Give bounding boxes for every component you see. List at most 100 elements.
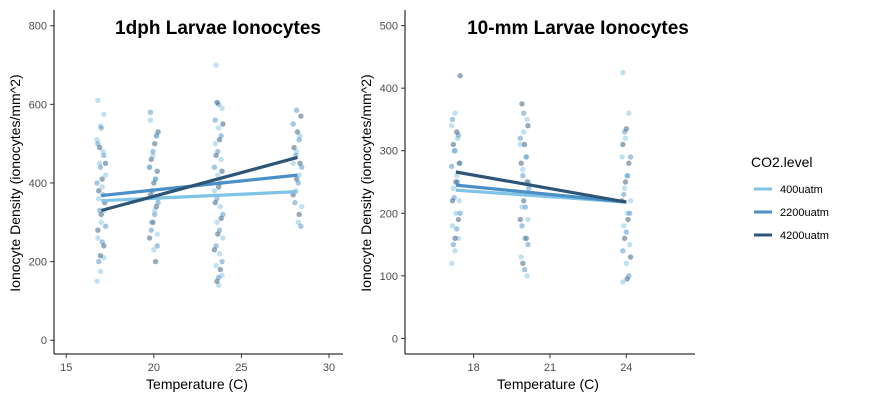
data-point: [299, 203, 305, 210]
legend-label: 400uatm: [780, 184, 823, 196]
data-point: [518, 254, 524, 260]
data-point: [520, 173, 526, 179]
fit-lines: [100, 155, 298, 213]
data-point: [213, 152, 219, 159]
y-tick-label: 600: [29, 99, 47, 111]
chart-title: 1dph Larvae Ionocytes: [115, 18, 321, 39]
fit-line-2200uatm: [455, 183, 627, 204]
x-tick-label: 24: [620, 362, 632, 374]
data-point: [101, 243, 107, 249]
data-point: [98, 125, 104, 131]
data-point: [525, 241, 531, 248]
data-point: [624, 173, 630, 179]
data-point: [521, 110, 527, 116]
data-point: [622, 179, 629, 185]
data-point: [216, 137, 223, 143]
y-ticks: 0 100 200 300 400 500: [380, 21, 405, 345]
data-point: [219, 105, 225, 111]
data-point: [627, 254, 634, 260]
data-point: [298, 113, 304, 119]
data-point: [148, 227, 154, 233]
data-point: [154, 231, 160, 237]
y-tick-label: 200: [29, 257, 47, 269]
legend-item-4200uatm: 4200uatm: [754, 230, 829, 242]
data-point: [146, 164, 153, 170]
data-point: [147, 117, 154, 123]
data-point: [452, 235, 458, 241]
y-tick-label: 0: [41, 335, 47, 347]
data-point: [213, 262, 219, 269]
data-point: [626, 110, 632, 116]
data-point: [454, 129, 460, 135]
data-point: [621, 191, 627, 198]
data-point: [525, 123, 531, 129]
data-point: [520, 166, 526, 173]
data-point: [452, 148, 458, 154]
fit-line-4200uatm: [100, 155, 298, 213]
data-point: [219, 258, 225, 265]
data-point: [627, 198, 634, 204]
data-point: [153, 203, 160, 210]
data-point: [97, 253, 104, 259]
data-point: [524, 116, 530, 123]
y-tick-label: 500: [380, 21, 398, 33]
data-point: [215, 172, 221, 178]
data-point: [623, 260, 630, 267]
y-tick-label: 100: [380, 271, 398, 283]
data-point: [456, 198, 462, 204]
y-tick-label: 800: [29, 21, 47, 33]
y-tick-label: 400: [29, 178, 47, 190]
y-tick-label: 300: [380, 146, 398, 158]
data-point: [96, 258, 102, 265]
x-axis-label: Temperature (C): [146, 376, 248, 392]
data-point: [521, 198, 527, 204]
data-point: [146, 235, 153, 241]
data-point: [457, 210, 463, 216]
data-point: [621, 235, 628, 241]
data-point: [95, 227, 101, 233]
data-point: [213, 62, 219, 68]
data-point: [523, 235, 529, 241]
data-point: [454, 173, 460, 179]
data-point: [519, 223, 525, 229]
data-point: [452, 248, 458, 254]
data-point: [454, 226, 460, 232]
data-point: [97, 164, 104, 170]
data-point: [102, 172, 109, 178]
data-point: [220, 235, 226, 241]
y-axis-label: Ionocyte Density (ionocytes/mm^2): [358, 74, 374, 291]
data-point: [449, 116, 456, 123]
data-point: [624, 276, 630, 282]
x-ticks: 18 21 24: [468, 354, 632, 374]
data-point: [457, 72, 463, 79]
data-point: [217, 203, 224, 210]
data-point: [96, 144, 103, 151]
data-point: [450, 241, 457, 248]
data-point: [522, 204, 529, 210]
data-point: [218, 156, 224, 163]
data-point: [220, 121, 226, 127]
axes: [53, 10, 343, 355]
data-point: [623, 229, 630, 235]
x-tick-label: 21: [544, 362, 556, 374]
data-point: [211, 247, 218, 253]
legend: CO2.level 400uatm 2200uatm 4200uatm: [751, 154, 829, 242]
data-point: [298, 223, 304, 229]
data-point: [216, 251, 223, 257]
data-point: [102, 160, 109, 167]
data-point: [101, 111, 107, 117]
data-point: [148, 156, 154, 163]
data-point: [219, 168, 225, 174]
data-point: [214, 99, 220, 106]
x-axis-label: Temperature (C): [497, 376, 599, 392]
data-point: [620, 69, 626, 76]
data-point: [626, 160, 632, 166]
data-point: [455, 216, 462, 223]
data-point: [453, 210, 459, 216]
panel-1dph: 1dph Larvae Ionocytes 0 200 400 600 800 15 20…: [7, 10, 343, 392]
data-point: [521, 266, 528, 273]
data-point: [214, 278, 220, 284]
data-point: [98, 211, 104, 218]
fit-line-4200uatm: [455, 170, 627, 204]
